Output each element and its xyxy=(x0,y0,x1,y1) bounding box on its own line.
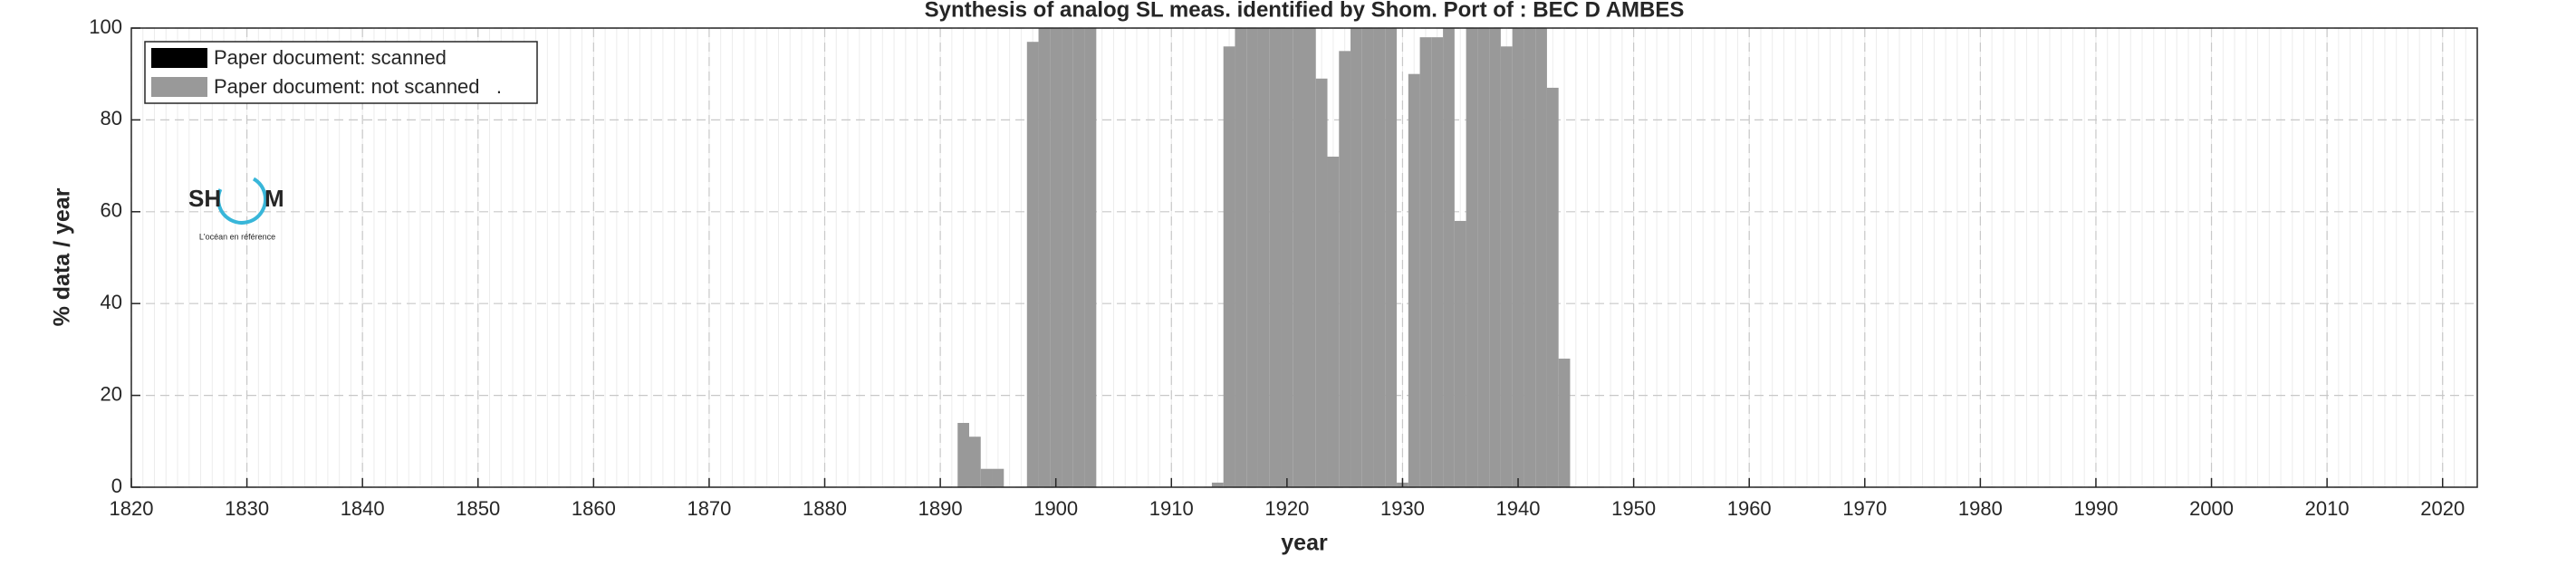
bar xyxy=(1072,28,1085,487)
y-tick-label: 0 xyxy=(111,475,122,497)
bar xyxy=(1269,28,1282,487)
x-tick-label: 1960 xyxy=(1727,497,1772,520)
bar xyxy=(1385,28,1398,487)
bar xyxy=(1327,156,1340,487)
x-tick-label: 1990 xyxy=(2073,497,2118,520)
y-tick-label: 40 xyxy=(101,291,122,313)
bar xyxy=(1477,28,1490,487)
x-tick-label: 1840 xyxy=(341,497,385,520)
bar xyxy=(1211,482,1224,487)
bar xyxy=(1062,28,1073,487)
bar xyxy=(1026,42,1039,488)
x-tick-label: 1950 xyxy=(1611,497,1656,520)
bar xyxy=(1235,28,1247,487)
x-tick-label: 1850 xyxy=(456,497,500,520)
x-tick-label: 1900 xyxy=(1033,497,1078,520)
x-tick-label: 2020 xyxy=(2420,497,2465,520)
bar xyxy=(1315,78,1328,488)
bar xyxy=(1512,28,1524,487)
bar xyxy=(1246,28,1258,487)
bar xyxy=(1050,28,1062,487)
bar xyxy=(1084,28,1097,487)
bar xyxy=(1257,28,1270,487)
y-tick-label: 60 xyxy=(101,199,122,222)
logo-tagline: L'océan en référence xyxy=(199,232,275,241)
x-tick-label: 1880 xyxy=(803,497,847,520)
plot-frame xyxy=(130,27,2478,488)
x-tick-label: 1930 xyxy=(1380,497,1425,520)
bar xyxy=(1293,28,1304,487)
bar xyxy=(1408,73,1420,487)
bar xyxy=(1339,51,1351,487)
bar xyxy=(1489,28,1501,487)
bar xyxy=(980,468,993,487)
bar xyxy=(1038,28,1051,487)
bar xyxy=(1304,28,1316,487)
logo-text: M xyxy=(264,185,284,212)
x-tick-label: 1980 xyxy=(1958,497,2003,520)
logo: SH M L'océan en référence xyxy=(188,174,284,241)
bar xyxy=(1535,28,1547,487)
x-tick-label: 1920 xyxy=(1264,497,1309,520)
y-tick-label: 80 xyxy=(101,107,122,130)
bar xyxy=(1546,87,1559,487)
bar xyxy=(992,468,1004,487)
bars xyxy=(957,28,1571,488)
logo-ring xyxy=(216,174,267,225)
x-tick-label: 1870 xyxy=(687,497,731,520)
y-tick-label: 20 xyxy=(101,382,122,405)
bar xyxy=(1443,28,1455,487)
legend-label: Paper document: scanned xyxy=(214,46,447,69)
y-tick-label: 100 xyxy=(89,15,122,38)
bar xyxy=(1523,28,1536,487)
x-tick-label: 1890 xyxy=(918,497,963,520)
bar xyxy=(1419,37,1432,487)
x-tick-label: 1860 xyxy=(572,497,616,520)
y-axis-label: % data / year xyxy=(50,187,75,326)
x-tick-label: 1910 xyxy=(1149,497,1194,520)
legend-swatch xyxy=(151,48,207,68)
legend-box xyxy=(144,41,538,104)
ticks: 1820 1830 1840 1850 1860 1870 1880 1890 1900 1910… xyxy=(89,15,2465,520)
x-tick-label: 2010 xyxy=(2305,497,2350,520)
bar xyxy=(1431,37,1444,487)
bar xyxy=(1558,359,1571,487)
bar xyxy=(957,423,969,487)
bar xyxy=(1373,28,1386,487)
x-tick-label: 1970 xyxy=(1842,497,1887,520)
x-axis-label: year xyxy=(1281,531,1328,556)
bar xyxy=(969,436,981,487)
bar xyxy=(1350,28,1362,487)
bar xyxy=(1223,46,1235,487)
bar xyxy=(1500,46,1513,487)
bar xyxy=(1361,28,1374,487)
legend-swatch xyxy=(151,77,207,97)
logo-text: SH xyxy=(188,185,221,212)
legend-label: Paper document: not scanned . xyxy=(214,75,502,98)
legend: Paper document: scanned Paper document: n… xyxy=(144,41,538,104)
bar xyxy=(1281,28,1293,487)
bar xyxy=(1466,28,1478,487)
x-tick-label: 1940 xyxy=(1496,497,1541,520)
x-tick-label: 2000 xyxy=(2189,497,2234,520)
x-tick-label: 1830 xyxy=(225,497,269,520)
chart-title: Synthesis of analog SL meas. identified … xyxy=(925,0,1685,22)
bar xyxy=(1454,220,1466,487)
x-tick-label: 1820 xyxy=(110,497,154,520)
